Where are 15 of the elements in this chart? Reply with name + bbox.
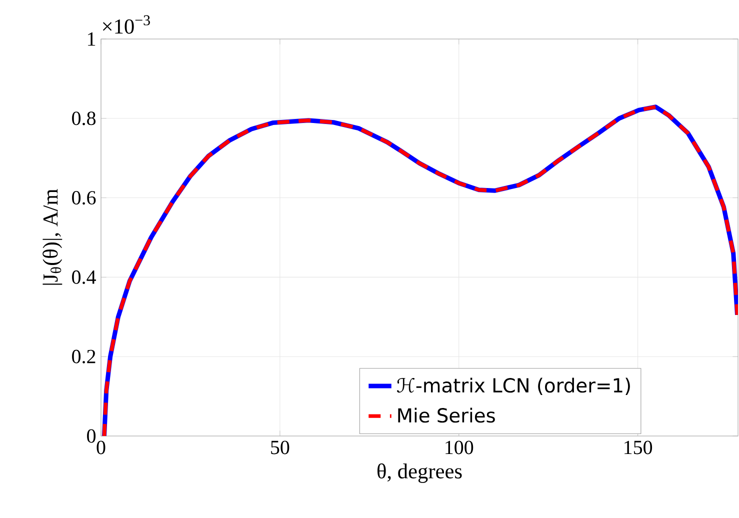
x-axis-title: θ, degrees [377, 463, 462, 483]
x-tick-label: 100 [446, 440, 474, 454]
y-tick-label: 1 [88, 32, 96, 46]
y-axis-title: |J$_{θ}$(θ)|, A/m [42, 189, 62, 285]
y-tick-label: 0 [87, 429, 96, 443]
x-tick-label: 0 [96, 440, 106, 454]
y-tick-label: 0.6 [72, 191, 96, 205]
legend-label: ℋ-matrix LCN (order=1) [397, 378, 630, 395]
text: ×10$^{−3}$ [102, 15, 150, 34]
y-tick-label: 0.4 [72, 270, 96, 284]
legend-label: Mie Series [398, 408, 495, 423]
y-tick-label: 0.2 [72, 350, 96, 364]
x-tick-label: 50 [271, 440, 290, 454]
y-tick-label: 0.8 [72, 112, 96, 126]
x-tick-label: 150 [624, 440, 652, 454]
